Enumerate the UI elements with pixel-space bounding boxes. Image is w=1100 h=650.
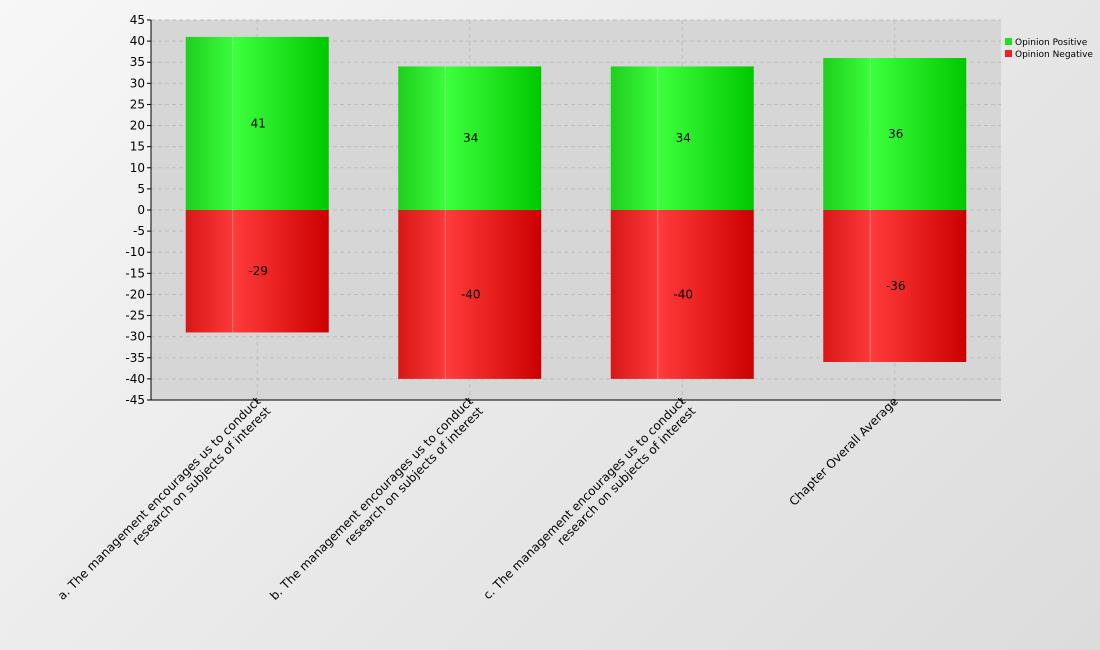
bar — [823, 58, 967, 210]
data-label: -29 — [248, 264, 268, 278]
y-tick-label: 5 — [137, 182, 145, 196]
bar — [185, 210, 329, 333]
y-tick-label: -20 — [125, 287, 145, 301]
data-label: -36 — [886, 279, 906, 293]
y-tick-label: -45 — [125, 393, 145, 407]
legend: Opinion Positive Opinion Negative — [1005, 38, 1093, 60]
y-tick-label: 40 — [130, 34, 145, 48]
y-tick-label: 30 — [130, 76, 145, 90]
y-tick-label: -10 — [125, 245, 145, 259]
y-tick-label: 20 — [130, 119, 145, 133]
data-label: 41 — [251, 116, 266, 130]
bar — [398, 66, 542, 210]
bar — [185, 36, 329, 211]
x-tick-label: c. The management encourages us to condu… — [480, 394, 698, 612]
bar — [823, 210, 967, 362]
y-tick-label: 45 — [130, 13, 145, 27]
x-tick-label-line: b. The management encourages us to condu… — [267, 394, 476, 603]
x-tick-label-line: research on subjects of interest — [554, 404, 698, 548]
data-label: 36 — [888, 127, 903, 141]
x-tick-label-line: research on subjects of interest — [342, 404, 486, 548]
legend-swatch — [1005, 38, 1012, 45]
x-tick-label: Chapter Overall Average — [786, 394, 900, 508]
x-tick-label: a. The management encourages us to condu… — [55, 394, 274, 613]
y-tick-label: -5 — [133, 224, 145, 238]
y-tick-label: -35 — [125, 351, 145, 365]
y-tick-label: -30 — [125, 330, 145, 344]
legend-label: Opinion Positive — [1015, 38, 1088, 48]
data-label: 34 — [676, 131, 691, 145]
y-tick-label: 15 — [130, 140, 145, 154]
x-tick-label: b. The management encourages us to condu… — [267, 394, 486, 613]
legend-swatch — [1005, 50, 1012, 57]
data-label: -40 — [673, 287, 693, 301]
bar — [610, 210, 754, 379]
x-tick-label-line: c. The management encourages us to condu… — [480, 394, 688, 602]
x-tick-label-line: Chapter Overall Average — [786, 394, 900, 508]
y-tick-label: -40 — [125, 372, 145, 386]
y-tick-label: 0 — [137, 203, 145, 217]
legend-label: Opinion Negative — [1015, 50, 1093, 60]
bar — [398, 210, 542, 379]
plot-area: -45 -40 -35 -30 -25 -20 -15 -10 -5 0 5 10 15 20 25 30 35… — [55, 13, 1001, 613]
data-label: -40 — [461, 287, 481, 301]
y-tick-label: 35 — [130, 55, 145, 69]
data-label: 34 — [463, 131, 478, 145]
x-tick-label-line: a. The management encourages us to condu… — [55, 394, 264, 603]
y-tick-label: -25 — [125, 309, 145, 323]
x-tick-label-line: research on subjects of interest — [129, 404, 273, 548]
y-tick-label: -15 — [125, 266, 145, 280]
y-tick-label: 10 — [130, 161, 145, 175]
y-tick-label: 25 — [130, 97, 145, 111]
bar — [610, 66, 754, 210]
